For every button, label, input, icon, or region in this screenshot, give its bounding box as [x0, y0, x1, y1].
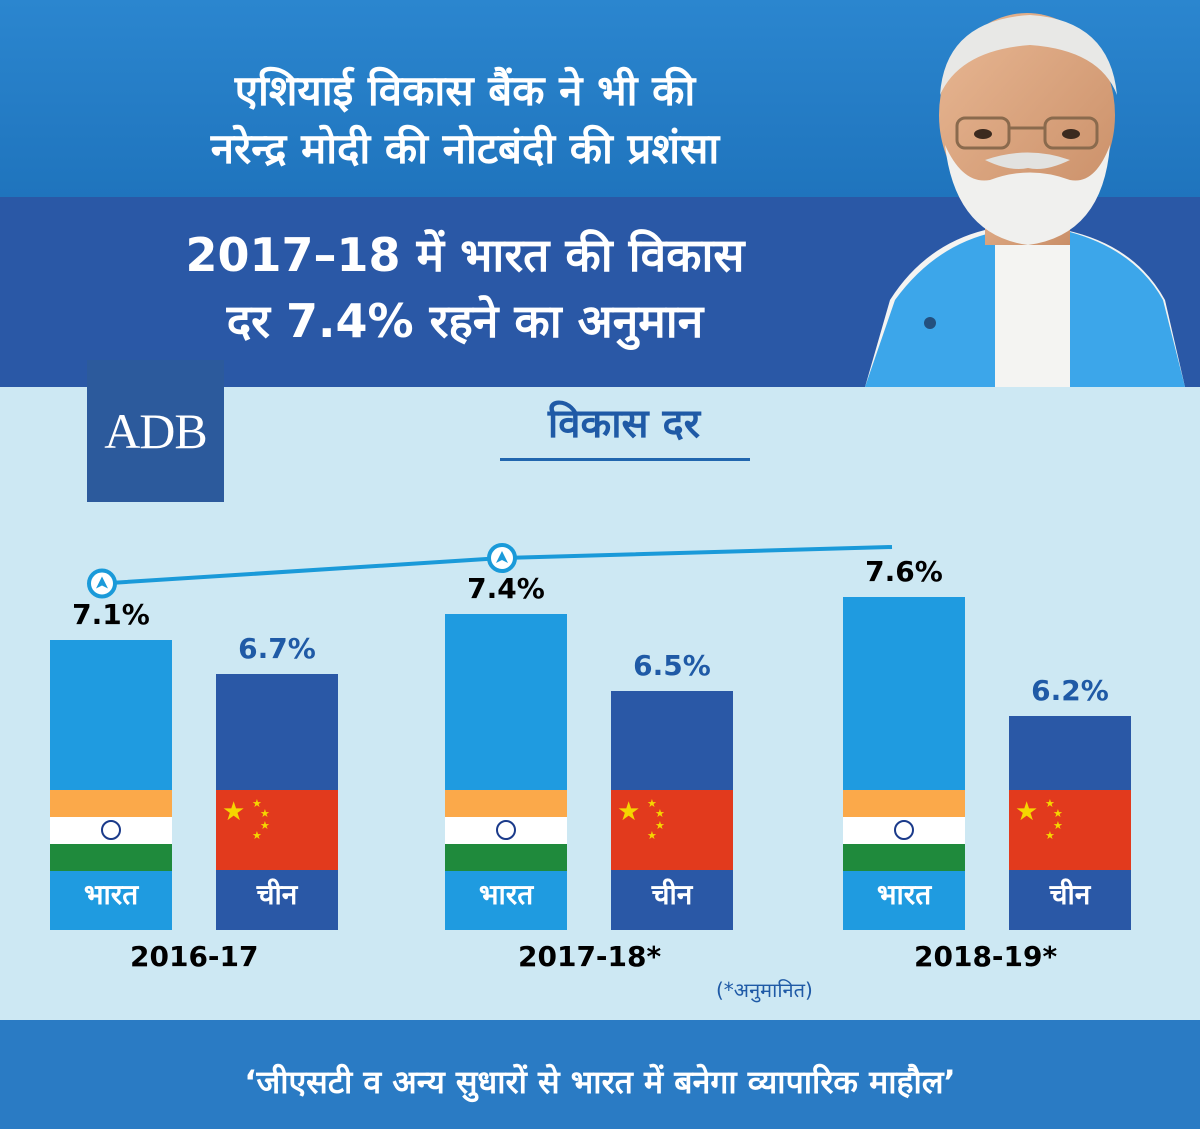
ashoka-chakra-icon — [496, 820, 516, 840]
chart-title-underline — [500, 458, 750, 461]
ashoka-chakra-icon — [101, 820, 121, 840]
year-label: 2017-18* — [518, 940, 662, 973]
country-label-india: भारत — [876, 878, 932, 911]
china-flag — [216, 790, 338, 870]
headline-line-2: नरेन्द्र मोदी की नोटबंदी की प्रशंसा — [210, 124, 720, 173]
india-flag-green — [445, 844, 567, 871]
country-label-india: भारत — [83, 878, 139, 911]
country-label-india: भारत — [478, 878, 534, 911]
year-label: 2018-19* — [914, 940, 1058, 973]
subheadline-line-1: 2017–18 में भारत की विकास — [185, 228, 745, 282]
value-label-china: 6.5% — [633, 648, 711, 682]
value-label-india: 7.6% — [865, 555, 943, 588]
china-star-icon: ★ ★ ★ ★ ★ — [617, 797, 665, 842]
china-star-icon: ★ ★ ★ ★ ★ — [1015, 797, 1063, 842]
country-label-china: चीन — [256, 878, 298, 911]
year-label: 2016-17 — [130, 940, 259, 973]
value-label-china: 6.2% — [1031, 674, 1109, 707]
bar-india — [843, 597, 965, 930]
china-flag — [1009, 790, 1131, 870]
subheadline-line-2: दर 7.4% रहने का अनुमान — [226, 294, 704, 348]
estimate-note: (*अनुमानित) — [716, 978, 813, 1002]
footer-band — [0, 1020, 1200, 1129]
value-label-india: 7.4% — [467, 572, 545, 605]
value-label-india: 7.1% — [72, 597, 150, 631]
country-label-china: चीन — [1049, 878, 1091, 911]
china-star-icon: ★ ★ ★ ★ ★ — [222, 797, 270, 842]
headline-line-1: एशियाई विकास बैंक ने भी की — [234, 66, 696, 115]
subheadline: 2017–18 में भारत की विकास दर 7.4% रहने क… — [40, 222, 890, 354]
portrait-image — [865, 13, 1185, 387]
value-label-china: 6.7% — [238, 631, 316, 665]
ashoka-chakra-icon — [894, 820, 914, 840]
adb-logo: ADB — [87, 360, 224, 502]
india-flag-green — [843, 844, 965, 871]
india-flag-green — [50, 844, 172, 871]
footer-quote: ‘जीएसटी व अन्य सुधारों से भारत में बनेगा… — [244, 1063, 956, 1101]
chart-title: विकास दर — [547, 401, 701, 447]
headline: एशियाई विकास बैंक ने भी की नरेन्द्र मोदी… — [40, 62, 890, 178]
india-flag-saffron — [843, 790, 965, 817]
china-flag — [611, 790, 733, 870]
bar-india — [50, 639, 172, 930]
india-flag-saffron — [50, 790, 172, 817]
india-flag-saffron — [445, 790, 567, 817]
bar-india — [445, 614, 567, 930]
country-label-china: चीन — [651, 878, 693, 911]
